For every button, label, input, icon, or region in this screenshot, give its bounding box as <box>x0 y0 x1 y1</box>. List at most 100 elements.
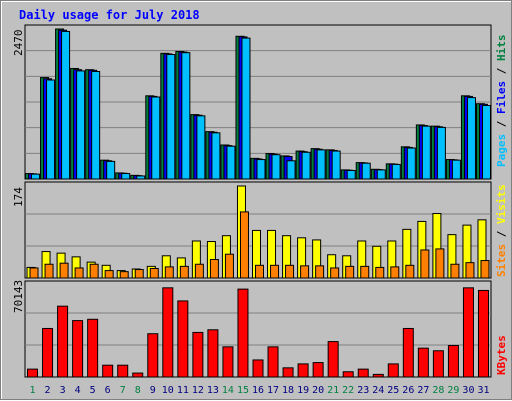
bar-kbytes-day-10 <box>162 287 174 378</box>
x-tick-label-day-31: 31 <box>477 385 489 396</box>
bar-pages-day-11 <box>181 52 191 180</box>
bar-pages-day-21 <box>331 150 341 180</box>
bar-pages-day-17 <box>271 154 281 180</box>
x-tick-label-day-28: 28 <box>432 385 444 396</box>
bar-kbytes-day-5 <box>87 318 99 378</box>
bar-sites-day-12 <box>194 263 204 279</box>
bar-kbytes-day-31 <box>477 289 489 378</box>
bar-pages-day-9 <box>151 96 161 180</box>
bar-kbytes-day-9 <box>147 333 159 378</box>
bar-kbytes-day-25 <box>387 363 399 378</box>
bar-sites-day-30 <box>465 262 475 279</box>
bar-pages-day-7 <box>121 173 131 180</box>
bar-kbytes-day-19 <box>297 363 309 378</box>
bar-kbytes-day-13 <box>207 329 219 378</box>
panel-1-legend-part: / <box>495 114 508 134</box>
x-tick-label-day-5: 5 <box>90 385 96 396</box>
bar-kbytes-day-22 <box>342 371 354 378</box>
x-tick-label-day-11: 11 <box>177 385 189 396</box>
bar-pages-day-4 <box>76 70 86 180</box>
bar-kbytes-day-8 <box>132 372 144 378</box>
bar-sites-day-6 <box>104 270 114 279</box>
bar-sites-day-19 <box>300 265 310 279</box>
bar-sites-day-23 <box>360 265 370 279</box>
bar-kbytes-day-6 <box>102 364 114 378</box>
bar-pages-day-6 <box>106 160 116 180</box>
x-tick-label-day-13: 13 <box>207 385 219 396</box>
bar-kbytes-day-16 <box>252 359 264 378</box>
bar-kbytes-day-26 <box>402 327 414 378</box>
bar-sites-day-16 <box>255 264 264 279</box>
x-tick-label-day-29: 29 <box>447 385 459 396</box>
x-tick-label-day-9: 9 <box>150 385 156 396</box>
x-tick-label-day-3: 3 <box>60 385 66 396</box>
bar-kbytes-day-17 <box>267 346 279 378</box>
panel-3-legend: KBytes <box>495 335 508 375</box>
bar-pages-day-31 <box>481 105 491 180</box>
panel-2-legend-part: Sites <box>495 243 508 277</box>
bar-kbytes-day-3 <box>57 305 69 378</box>
bar-pages-day-19 <box>301 151 311 180</box>
bar-pages-day-12 <box>196 115 206 180</box>
panel-1-legend: Pages / Files / Hits <box>495 35 508 168</box>
bar-sites-day-15 <box>239 211 249 279</box>
bar-sites-day-26 <box>405 264 415 279</box>
bar-pages-day-15 <box>241 37 251 180</box>
x-tick-label-day-1: 1 <box>30 385 36 396</box>
bar-pages-day-13 <box>211 132 221 180</box>
x-tick-label-day-22: 22 <box>342 385 354 396</box>
bar-kbytes-day-30 <box>462 287 474 378</box>
bar-sites-day-18 <box>285 264 295 279</box>
chart-title: Daily usage for July 2018 <box>19 8 200 22</box>
panel-1-legend-part: / <box>495 61 508 81</box>
bar-pages-day-20 <box>316 149 326 180</box>
panel-2-legend-part: / <box>495 224 508 244</box>
bar-kbytes-day-1 <box>27 368 39 378</box>
bar-pages-day-27 <box>421 125 431 180</box>
bar-sites-day-5 <box>89 263 99 279</box>
bar-pages-day-30 <box>466 97 476 180</box>
bar-sites-day-14 <box>224 253 234 279</box>
bar-pages-day-5 <box>91 71 101 180</box>
bar-pages-day-16 <box>256 159 266 180</box>
panel-1-legend-part: Files <box>495 80 508 114</box>
bar-sites-day-28 <box>435 248 445 279</box>
bar-sites-day-17 <box>270 264 280 279</box>
bar-pages-day-24 <box>376 169 386 180</box>
bar-pages-day-14 <box>226 145 236 180</box>
bar-kbytes-day-18 <box>282 367 294 378</box>
x-tick-label-day-15: 15 <box>237 385 249 396</box>
panel-1-legend-part: Hits <box>495 34 508 62</box>
bar-sites-day-21 <box>330 267 340 279</box>
panel-1-ymax-label: 2470 <box>12 29 25 57</box>
bar-sites-day-11 <box>179 265 189 279</box>
x-tick-label-day-25: 25 <box>387 385 399 396</box>
x-tick-label-day-4: 4 <box>75 385 81 396</box>
bar-kbytes-day-12 <box>192 331 204 378</box>
bar-sites-day-1 <box>29 267 39 279</box>
x-tick-label-day-21: 21 <box>327 385 339 396</box>
bar-sites-day-22 <box>345 265 355 279</box>
bar-pages-day-22 <box>346 169 356 180</box>
bar-sites-day-24 <box>375 266 385 279</box>
bar-pages-day-28 <box>436 126 446 180</box>
x-tick-label-day-8: 8 <box>135 385 141 396</box>
bar-pages-day-25 <box>391 163 401 180</box>
bar-pages-day-29 <box>451 159 461 180</box>
bar-kbytes-day-15 <box>237 288 249 378</box>
bar-sites-day-7 <box>119 271 129 279</box>
bar-kbytes-day-21 <box>327 341 339 378</box>
bar-sites-day-4 <box>74 267 84 279</box>
panel-2-legend-part: Visits <box>495 184 508 224</box>
x-tick-label-day-7: 7 <box>120 385 126 396</box>
bar-pages-day-26 <box>406 147 416 180</box>
panel-1-legend-part: Pages <box>495 133 508 167</box>
bar-kbytes-day-11 <box>177 300 189 378</box>
x-tick-label-day-6: 6 <box>105 385 111 396</box>
bar-sites-day-2 <box>44 263 54 279</box>
x-tick-label-day-23: 23 <box>357 385 369 396</box>
bar-sites-day-27 <box>420 249 430 279</box>
x-tick-label-day-26: 26 <box>402 385 414 396</box>
